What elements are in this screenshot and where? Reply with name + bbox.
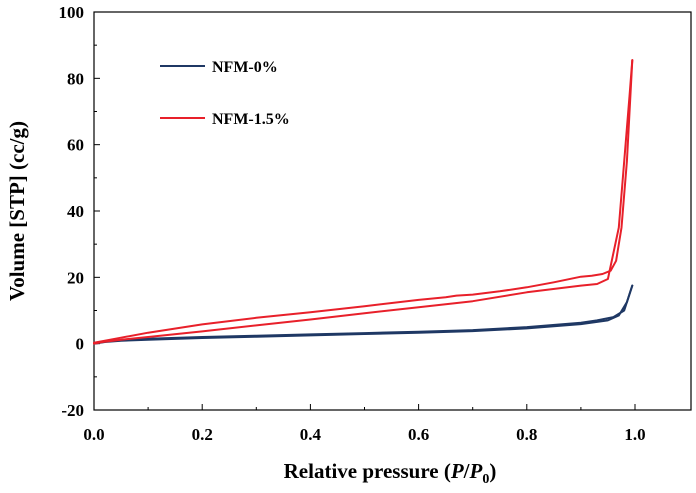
- series-line-nfm-1-5--desorption: [93, 59, 634, 344]
- x-tick-label: 0.2: [192, 425, 213, 444]
- y-axis-label: Volume [STP] (cc/g): [5, 121, 29, 301]
- x-tick-label: 0.8: [516, 425, 537, 444]
- y-tick-label: 40: [67, 202, 84, 221]
- y-tick-label: -20: [61, 401, 84, 420]
- x-axis-label-part: P: [450, 459, 464, 483]
- x-axis-label-part: ): [489, 459, 496, 483]
- legend-label: NFM-1.5%: [212, 111, 290, 128]
- y-tick-label: 20: [67, 268, 84, 287]
- y-tick-label: 100: [59, 3, 85, 22]
- axis-ticks: 0.0 0.2 0.4 0.6 0.8 1.0 -20 0 20 40 60 80 100: [59, 3, 646, 444]
- plot-border: [93, 11, 692, 411]
- x-tick-label: 0.0: [83, 425, 104, 444]
- x-axis-label-part: /: [463, 459, 471, 483]
- x-axis-label: Relative pressure (P/P0): [284, 459, 497, 487]
- x-tick-label: 0.6: [408, 425, 429, 444]
- y-tick-label: 60: [67, 136, 84, 155]
- y-tick-label: 80: [67, 69, 84, 88]
- legend-label: NFM-0%: [212, 59, 278, 76]
- x-axis-label-part: Relative pressure (: [284, 459, 451, 483]
- series-line-nfm-1-5--adsorption: [93, 59, 634, 345]
- plot-frame: [93, 11, 692, 411]
- series-layer: [93, 59, 634, 345]
- x-tick-label: 1.0: [624, 425, 645, 444]
- x-tick-label: 0.4: [300, 425, 322, 444]
- y-tick-label: 0: [76, 335, 85, 354]
- x-axis-label-part: P: [469, 459, 483, 483]
- x-axis-label-part: 0: [482, 472, 489, 487]
- legend: NFM-0% NFM-1.5%: [160, 59, 290, 128]
